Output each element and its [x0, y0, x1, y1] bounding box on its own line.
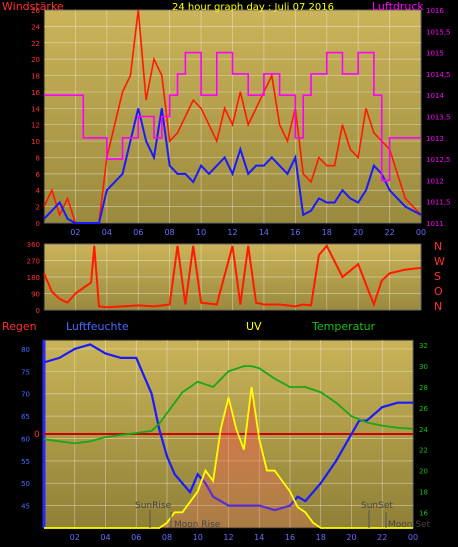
chart1-right-tick-label: 1013,5 [426, 114, 451, 122]
chart3-x-tick-label: 14 [254, 533, 264, 542]
uv-area [44, 387, 413, 528]
sunset-annotation: SunSet [361, 501, 393, 511]
chart1-right-tick-label: 1016 [426, 7, 444, 15]
chart2-tick-label: 90 [31, 291, 40, 299]
chart3-right-tick-label: 26 [419, 405, 428, 413]
chart3-left-tick-label: 55 [21, 458, 30, 466]
sunrise-annotation: SunRise [135, 501, 172, 511]
chart3-left-tick-label: 65 [21, 413, 30, 421]
chart1-x-tick-label: 14 [259, 228, 269, 237]
chart3-right-tick-label: 18 [419, 488, 428, 496]
moonset-annotation: Moon Set [388, 520, 431, 530]
moonrise-annotation: Moon Rise [174, 520, 221, 530]
chart1-right-tick-label: 1013 [426, 135, 444, 143]
chart3-x-tick-label: 18 [316, 533, 326, 542]
chart3-x-tick-label: 20 [346, 533, 356, 542]
chart1-right-tick-label: 1012,5 [426, 156, 451, 164]
chart2-plot-area [43, 243, 422, 311]
chart3-series-line [43, 365, 414, 445]
chart1-left-tick-label: 0 [36, 220, 40, 228]
humidity-label: Luftfeuchte [66, 320, 129, 333]
uv-label: UV [246, 320, 262, 333]
chart3-x-tick-label: 22 [377, 533, 387, 542]
chart1-left-tick-label: 2 [36, 204, 40, 212]
chart2-tick-label: 0 [36, 307, 40, 315]
chart3-left-tick-label: 75 [21, 368, 30, 376]
chart3-right-tick-label: 24 [419, 426, 428, 434]
compass-label-s: S [434, 270, 441, 283]
rain-label: Regen [2, 320, 37, 333]
chart1-right-tick-label: 1014,5 [426, 71, 451, 79]
chart1-x-tick-label: 02 [70, 228, 80, 237]
chart3-left-tick-label: 80 [21, 346, 30, 354]
chart1-x-tick-label: 04 [102, 228, 112, 237]
chart1-title: 24 hour graph day : Juli 07 2016 [172, 2, 334, 13]
compass-label-n-top: N [434, 240, 442, 253]
chart1-x-tick-label: 22 [384, 228, 394, 237]
chart1-left-tick-label: 14 [31, 105, 40, 113]
chart3-right-tick-label: 30 [419, 363, 428, 371]
chart1-series-line [44, 51, 421, 182]
chart3-x-tick-label: 10 [193, 533, 203, 542]
chart1-left-tick-label: 6 [36, 171, 41, 179]
temperature-label: Temperatur [311, 320, 376, 333]
chart1-x-tick-label: 16 [290, 228, 300, 237]
chart1-left-tick-label: 20 [31, 56, 40, 64]
chart1-left-tick-label: 26 [31, 7, 40, 15]
chart1-right-tick-label: 1014 [426, 92, 444, 100]
chart2-tick-label: 180 [27, 274, 40, 282]
chart1-right-axis-label: Luftdruck [372, 0, 424, 13]
chart1-plot-area [43, 9, 422, 224]
chart3-x-tick-label: 04 [100, 533, 110, 542]
chart1-left-tick-label: 16 [31, 89, 40, 97]
chart1-left-axis-label: Windstärke [2, 0, 64, 13]
chart1-right-tick-label: 1012 [426, 177, 444, 185]
rain-zero-label: 0 [34, 430, 40, 440]
chart3-right-tick-label: 32 [419, 342, 428, 350]
chart1-left-tick-label: 18 [31, 73, 40, 81]
chart1-right-tick-label: 1015 [426, 50, 444, 58]
chart1-series-line [43, 108, 422, 224]
chart3-right-tick-label: 28 [419, 384, 428, 392]
compass-label-o: O [434, 285, 443, 298]
chart3-left-tick-label: 70 [21, 391, 30, 399]
chart1-x-tick-label: 12 [227, 228, 237, 237]
chart2-direction-line [43, 244, 422, 309]
chart3-left-tick-label: 60 [21, 435, 30, 443]
chart1-left-tick-label: 24 [31, 23, 40, 31]
chart1-x-tick-label: 08 [165, 228, 175, 237]
chart1-x-tick-label: 10 [196, 228, 206, 237]
chart1-x-tick-label: 20 [353, 228, 363, 237]
chart1-left-tick-label: 12 [31, 122, 40, 130]
chart1-right-tick-label: 1011,5 [426, 199, 451, 207]
chart3-right-tick-label: 22 [419, 447, 428, 455]
chart1-left-tick-label: 4 [36, 187, 41, 195]
chart3-series-line [44, 386, 413, 529]
chart3-left-tick-label: 50 [21, 480, 30, 488]
compass-label-w: W [434, 255, 445, 268]
chart3-x-tick-label: 02 [70, 533, 80, 542]
chart3-x-tick-label: 06 [131, 533, 141, 542]
chart1-left-tick-label: 8 [36, 154, 40, 162]
chart3-x-tick-label: 12 [223, 533, 233, 542]
chart1-x-tick-label: 18 [322, 228, 332, 237]
chart3-x-tick-label: 00 [408, 533, 418, 542]
compass-label-n-bottom: N [434, 300, 442, 313]
chart1-right-tick-label: 1011 [426, 220, 444, 228]
chart3-right-tick-label: 20 [419, 468, 428, 476]
chart1-left-tick-label: 10 [31, 138, 40, 146]
chart3-x-tick-label: 16 [285, 533, 295, 542]
chart1-x-tick-label: 06 [133, 228, 143, 237]
chart3-right-tick-label: 16 [419, 509, 428, 517]
chart1-left-tick-label: 22 [31, 40, 40, 48]
chart1-right-tick-label: 1015,5 [426, 28, 451, 36]
chart3-x-tick-label: 08 [162, 533, 172, 542]
chart3-left-tick-label: 45 [21, 503, 30, 511]
chart2-tick-label: 360 [27, 241, 40, 249]
chart2-tick-label: 270 [27, 258, 40, 266]
chart1-x-tick-label: 00 [416, 228, 426, 237]
